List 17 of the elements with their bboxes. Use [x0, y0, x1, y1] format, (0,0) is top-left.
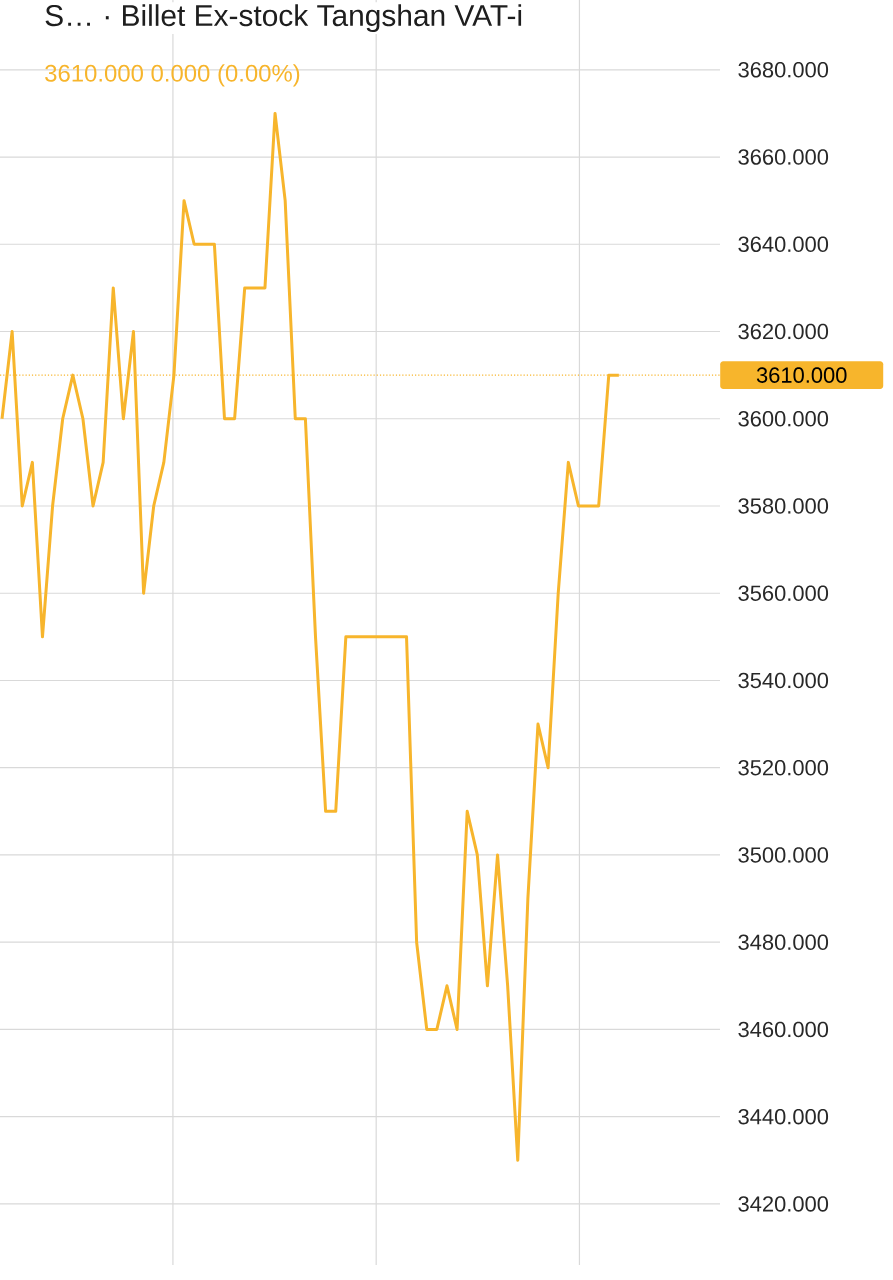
y-tick-label: 3440.000 [738, 1108, 829, 1125]
y-tick-label: 3620.000 [738, 323, 829, 340]
y-tick-label: 3560.000 [738, 585, 829, 601]
y-tick-label: 3580.000 [738, 498, 829, 514]
y-tick-label: 3660.000 [738, 149, 829, 165]
y-tick-label: 3600.000 [738, 410, 829, 427]
y-tick-label: 3460.000 [738, 1021, 829, 1038]
ref-line-label: 3610.000 [756, 367, 847, 383]
y-tick-label: 3680.000 [738, 62, 829, 78]
text: 3610.000 0.000 (0.00%) [45, 64, 300, 87]
y-tick-label: 3520.000 [738, 759, 829, 776]
y-tick-label: 3540.000 [738, 672, 829, 689]
y-tick-label: 3640.000 [738, 236, 829, 253]
y-tick-label: 3500.000 [738, 847, 829, 863]
chart-title: S… · Billet Ex-stock Tangshan VAT-i [45, 4, 522, 33]
y-tick-label: 3420.000 [738, 1196, 829, 1212]
y-tick-label: 3480.000 [738, 934, 829, 950]
